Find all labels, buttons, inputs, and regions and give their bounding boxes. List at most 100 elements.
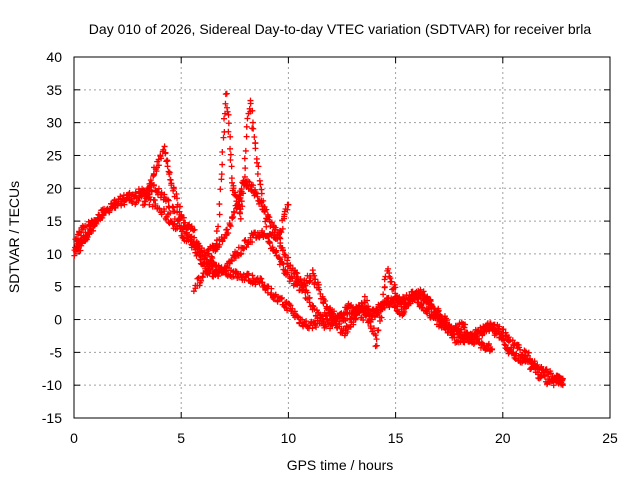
- data-point-marker: [421, 291, 428, 298]
- data-point-marker: [495, 329, 502, 336]
- data-point-marker: [279, 259, 286, 266]
- data-point-marker: [167, 209, 174, 216]
- data-point-marker: [352, 315, 359, 322]
- data-point-marker: [392, 284, 399, 291]
- data-point-marker: [167, 217, 174, 224]
- data-point-marker: [361, 293, 368, 300]
- data-point-marker: [268, 219, 275, 226]
- data-point-marker: [502, 329, 509, 336]
- y-tick-label: 0: [54, 312, 62, 328]
- data-point-marker: [198, 253, 205, 260]
- data-point-marker: [417, 286, 424, 293]
- data-point-marker: [387, 299, 394, 306]
- data-point-marker: [152, 200, 159, 207]
- data-point-marker: [209, 264, 216, 271]
- data-point-marker: [311, 272, 318, 279]
- data-point-marker: [304, 289, 311, 296]
- y-tick-label: 35: [46, 82, 62, 98]
- data-point-marker: [155, 162, 162, 169]
- data-point-marker: [505, 338, 512, 345]
- data-point-marker: [327, 325, 334, 332]
- data-point-marker: [303, 318, 310, 325]
- data-point-marker: [155, 185, 162, 192]
- data-point-marker: [237, 215, 244, 222]
- data-point-marker: [230, 213, 237, 220]
- data-point-marker: [470, 340, 477, 347]
- data-point-marker: [400, 304, 407, 311]
- data-point-marker: [227, 151, 234, 158]
- data-point-marker: [199, 273, 206, 280]
- data-marks: [71, 90, 566, 389]
- data-point-marker: [415, 299, 422, 306]
- data-point-marker: [501, 341, 508, 348]
- data-point-marker: [218, 176, 225, 183]
- data-point-marker: [378, 300, 385, 307]
- data-point-marker: [251, 133, 258, 140]
- data-point-marker: [164, 163, 171, 170]
- x-tick-label: 20: [495, 430, 511, 446]
- data-point-marker: [306, 278, 313, 285]
- data-point-marker: [428, 302, 435, 309]
- data-point-marker: [206, 262, 213, 269]
- data-point-marker: [230, 273, 237, 280]
- data-point-marker: [279, 247, 286, 254]
- data-point-marker: [194, 275, 201, 282]
- data-point-marker: [254, 193, 261, 200]
- data-point-marker: [344, 328, 351, 335]
- data-point-marker: [278, 295, 285, 302]
- data-point-marker: [214, 272, 221, 279]
- y-tick-label: 30: [46, 115, 62, 131]
- y-tick-label: -5: [50, 344, 63, 360]
- data-point-marker: [286, 301, 293, 308]
- data-point-marker: [87, 227, 94, 234]
- data-point-marker: [223, 90, 230, 97]
- data-point-marker: [226, 220, 233, 227]
- data-point-marker: [360, 317, 367, 324]
- data-point-marker: [164, 196, 171, 203]
- data-point-marker: [270, 296, 277, 303]
- data-point-marker: [543, 366, 550, 373]
- data-point-marker: [225, 128, 232, 135]
- data-point-marker: [201, 260, 208, 267]
- data-point-marker: [285, 254, 292, 261]
- data-point-marker: [216, 211, 223, 218]
- data-point-marker: [291, 308, 298, 315]
- data-point-marker: [176, 203, 183, 210]
- data-point-marker: [219, 149, 226, 156]
- data-point-marker: [258, 275, 265, 282]
- data-point-marker: [373, 342, 380, 349]
- data-point-marker: [389, 296, 396, 303]
- data-point-marker: [220, 134, 227, 141]
- data-point-marker: [82, 237, 89, 244]
- data-point-marker: [76, 229, 83, 236]
- data-point-marker: [232, 254, 239, 261]
- data-point-marker: [309, 325, 316, 332]
- data-point-marker: [427, 301, 434, 308]
- data-point-marker: [532, 364, 539, 371]
- data-point-marker: [108, 200, 115, 207]
- data-point-marker: [241, 155, 248, 162]
- y-tick-label: 5: [54, 279, 62, 295]
- data-point-marker: [91, 220, 98, 227]
- data-point-marker: [313, 324, 320, 331]
- data-point-marker: [71, 252, 78, 259]
- data-point-marker: [489, 346, 496, 353]
- data-point-marker: [208, 253, 215, 260]
- data-point-marker: [550, 382, 557, 389]
- data-point-marker: [247, 100, 254, 107]
- data-point-marker: [239, 203, 246, 210]
- data-point-marker: [250, 182, 257, 189]
- data-point-marker: [262, 218, 269, 225]
- data-point-marker: [77, 247, 84, 254]
- data-point-marker: [468, 331, 475, 338]
- data-point-marker: [385, 265, 392, 272]
- data-point-marker: [372, 332, 379, 339]
- data-point-marker: [197, 256, 204, 263]
- data-point-marker: [78, 232, 85, 239]
- data-point-marker: [170, 185, 177, 192]
- data-point-marker: [221, 115, 228, 122]
- data-point-marker: [176, 208, 183, 215]
- data-point-marker: [191, 226, 198, 233]
- data-point-marker: [257, 181, 264, 188]
- data-point-marker: [167, 176, 174, 183]
